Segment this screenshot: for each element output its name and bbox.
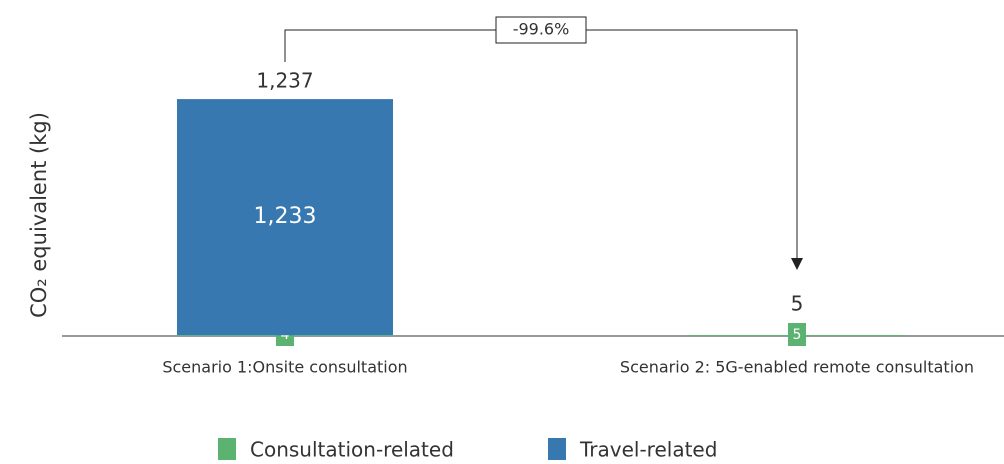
legend-label: Consultation-related	[250, 438, 454, 462]
x-tick-label: Scenario 1:Onsite consultation	[162, 358, 407, 377]
total-label: 5	[791, 292, 804, 316]
legend-label: Travel-related	[579, 438, 717, 462]
arrow-head	[791, 258, 803, 270]
total-label: 1,237	[256, 69, 313, 93]
annotation-box	[495, 16, 587, 44]
x-tick-label: Scenario 2: 5G-enabled remote consultati…	[620, 358, 974, 377]
y-axis-label: CO₂ equivalent (kg)	[27, 112, 51, 318]
bar-segment	[177, 99, 393, 336]
annotation: -99.6%	[513, 20, 570, 39]
value-label-box	[788, 323, 806, 346]
value-label: 5	[793, 327, 802, 343]
legend-swatch	[548, 438, 566, 460]
value-label: 1,233	[254, 204, 317, 229]
legend-swatch	[218, 438, 236, 460]
